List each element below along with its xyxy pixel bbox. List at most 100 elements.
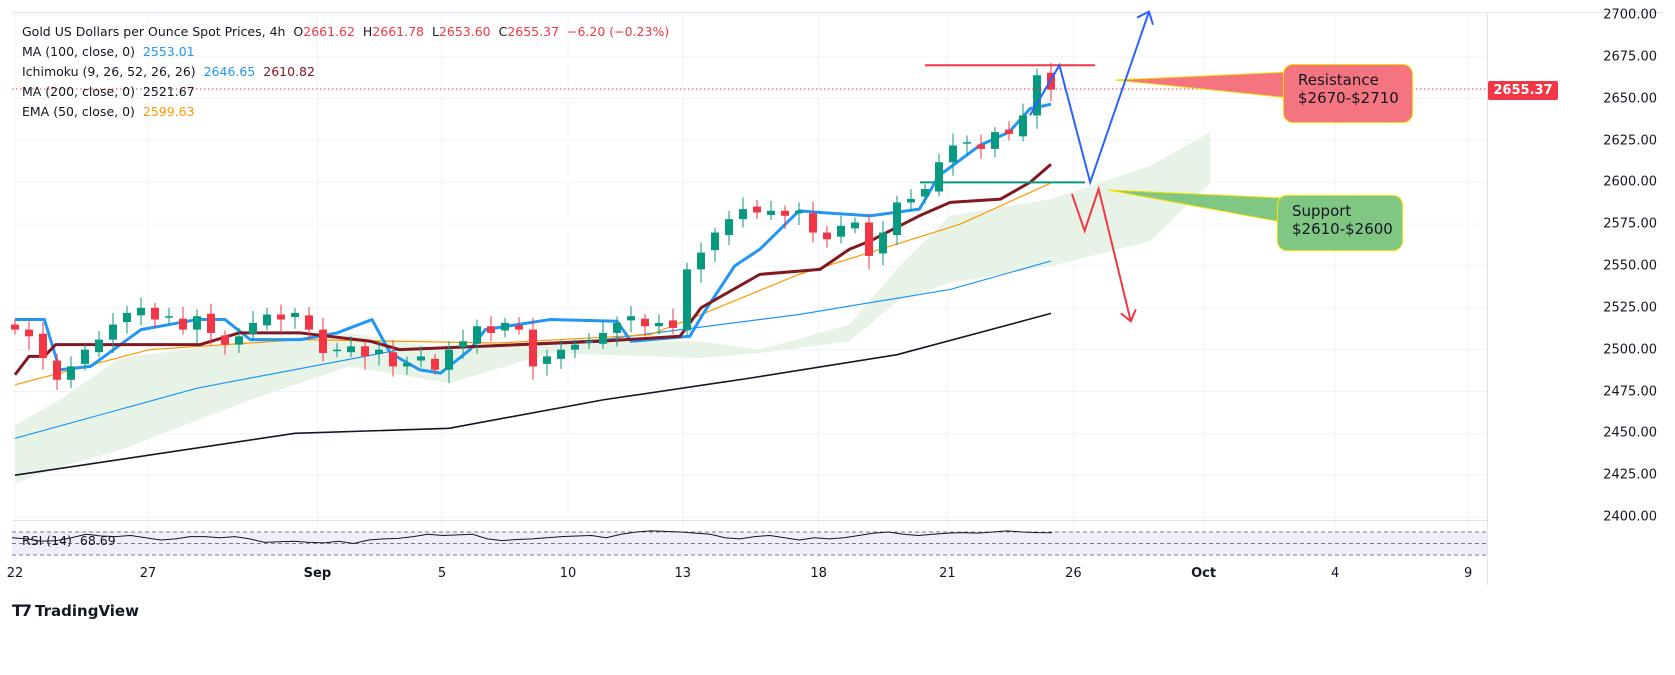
x-tick-label: 18 xyxy=(810,566,827,581)
candle-body xyxy=(599,332,607,344)
indicator-lines xyxy=(13,102,1052,476)
candle-body xyxy=(1005,129,1013,134)
symbol-title: Gold US Dollars per Ounce Spot Prices, 4… xyxy=(22,24,286,39)
x-tick-label: Oct xyxy=(1191,566,1217,581)
candle-body xyxy=(67,366,75,380)
candle-body xyxy=(123,312,131,323)
candle-body xyxy=(753,206,761,213)
candle-body xyxy=(935,162,943,192)
legend-ma100[interactable]: MA (100, close, 0) 2553.01 xyxy=(22,42,669,62)
candle-body xyxy=(865,222,873,256)
y-tick-label: 2550.00 xyxy=(1603,258,1657,274)
candle-body xyxy=(557,349,565,359)
ichimoku-conversion-value: 2646.65 xyxy=(203,64,256,79)
y-tick-label: 2475.00 xyxy=(1603,384,1657,399)
tradingview-logo[interactable]: 𝗧𝟳 TradingView xyxy=(12,601,139,620)
resistance-title: Resistance xyxy=(1298,71,1379,89)
candle-body xyxy=(585,341,593,343)
candle-body xyxy=(361,346,369,357)
candle-body xyxy=(669,320,677,328)
candle-body xyxy=(809,213,817,233)
y-tick-label: 2675.00 xyxy=(1603,49,1657,65)
last-price-tag: 2655.37 xyxy=(1488,81,1558,100)
candle-body xyxy=(991,132,999,149)
close-value: 2655.37 xyxy=(507,24,560,39)
x-tick-label: 27 xyxy=(139,566,157,581)
high-label: H xyxy=(362,24,373,39)
candle-body xyxy=(949,145,957,163)
candle-body xyxy=(697,252,705,270)
candle-body xyxy=(725,219,733,236)
legend-ma200[interactable]: MA (200, close, 0) 2521.67 xyxy=(22,82,669,102)
support-callout[interactable]: Support $2610-$2600 xyxy=(1277,195,1403,251)
pane-separator xyxy=(12,520,1487,521)
support-title: Support xyxy=(1292,202,1352,220)
candle-body xyxy=(235,336,243,345)
ma200-value: 2521.67 xyxy=(142,84,195,99)
resistance-callout[interactable]: Resistance $2670-$2710 xyxy=(1283,64,1413,123)
candle-body xyxy=(165,316,173,318)
candle-body xyxy=(767,210,775,215)
legend-ema50[interactable]: EMA (50, close, 0) 2599.63 xyxy=(22,102,669,122)
y-axis-border xyxy=(1487,12,1488,585)
candle-body xyxy=(459,341,467,348)
candle-body xyxy=(655,322,663,327)
legend-ichimoku[interactable]: Ichimoku (9, 26, 52, 26, 26) 2646.65 261… xyxy=(22,62,669,82)
candle-body xyxy=(249,322,257,334)
candle-body xyxy=(221,335,229,345)
y-tick-label: 2500.00 xyxy=(1603,342,1657,358)
candle-body xyxy=(207,313,215,333)
y-tick-label: 2425.00 xyxy=(1603,467,1657,483)
candle-body xyxy=(683,269,691,331)
rsi-line xyxy=(11,530,1053,545)
candle-body xyxy=(53,360,61,380)
low-value: 2653.60 xyxy=(438,24,491,39)
candle-body xyxy=(963,142,971,144)
rsi-pane xyxy=(11,530,1487,556)
series-ma-200-close-0- xyxy=(14,312,1052,476)
candle-body xyxy=(627,316,635,321)
change-value: −6.20 (−0.23%) xyxy=(566,24,670,39)
rsi-value: 68.69 xyxy=(79,533,116,548)
tradingview-logo-icon: 𝗧𝟳 xyxy=(12,601,32,620)
candle-body xyxy=(739,209,747,220)
bearish-projection-path xyxy=(1071,185,1132,322)
x-tick-label: 5 xyxy=(437,566,447,581)
top-border xyxy=(12,12,1663,13)
candle-body xyxy=(39,333,47,359)
candle-body xyxy=(347,346,355,353)
candle-body xyxy=(473,326,481,344)
candle-body xyxy=(543,356,551,364)
ma200-label: MA (200, close, 0) xyxy=(22,84,135,99)
candle-body xyxy=(193,316,201,330)
candle-body xyxy=(151,307,159,320)
candle-body xyxy=(319,329,327,354)
ma100-label: MA (100, close, 0) xyxy=(22,44,135,59)
support-range: $2610-$2600 xyxy=(1292,220,1393,238)
candle-body xyxy=(263,314,271,326)
y-tick-label: 2700.00 xyxy=(1603,7,1657,23)
x-tick-label: 4 xyxy=(1331,566,1340,581)
brand-name: TradingView xyxy=(35,601,139,620)
y-tick-label: 2575.00 xyxy=(1603,216,1657,232)
candle-body xyxy=(487,326,495,333)
resistance-callout-pointer xyxy=(1114,71,1291,99)
candle-body xyxy=(823,232,831,240)
candle-body xyxy=(879,232,887,254)
ichimoku-label: Ichimoku (9, 26, 52, 26, 26) xyxy=(22,64,196,79)
candle-body xyxy=(501,322,509,331)
candle-body xyxy=(711,232,719,251)
grid xyxy=(12,12,1487,585)
x-tick-label: 26 xyxy=(1065,566,1082,581)
candle-body xyxy=(529,329,537,367)
candle-body xyxy=(389,352,397,367)
candle-body xyxy=(851,222,859,229)
rsi-label: RSI (14) xyxy=(22,533,72,548)
candle-body xyxy=(977,144,985,149)
candle-body xyxy=(445,349,453,370)
ema50-label: EMA (50, close, 0) xyxy=(22,104,135,119)
candle-body xyxy=(81,349,89,364)
y-tick-label: 2450.00 xyxy=(1603,425,1657,441)
candle-body xyxy=(781,210,789,216)
bullish-projection-path xyxy=(1029,11,1150,186)
